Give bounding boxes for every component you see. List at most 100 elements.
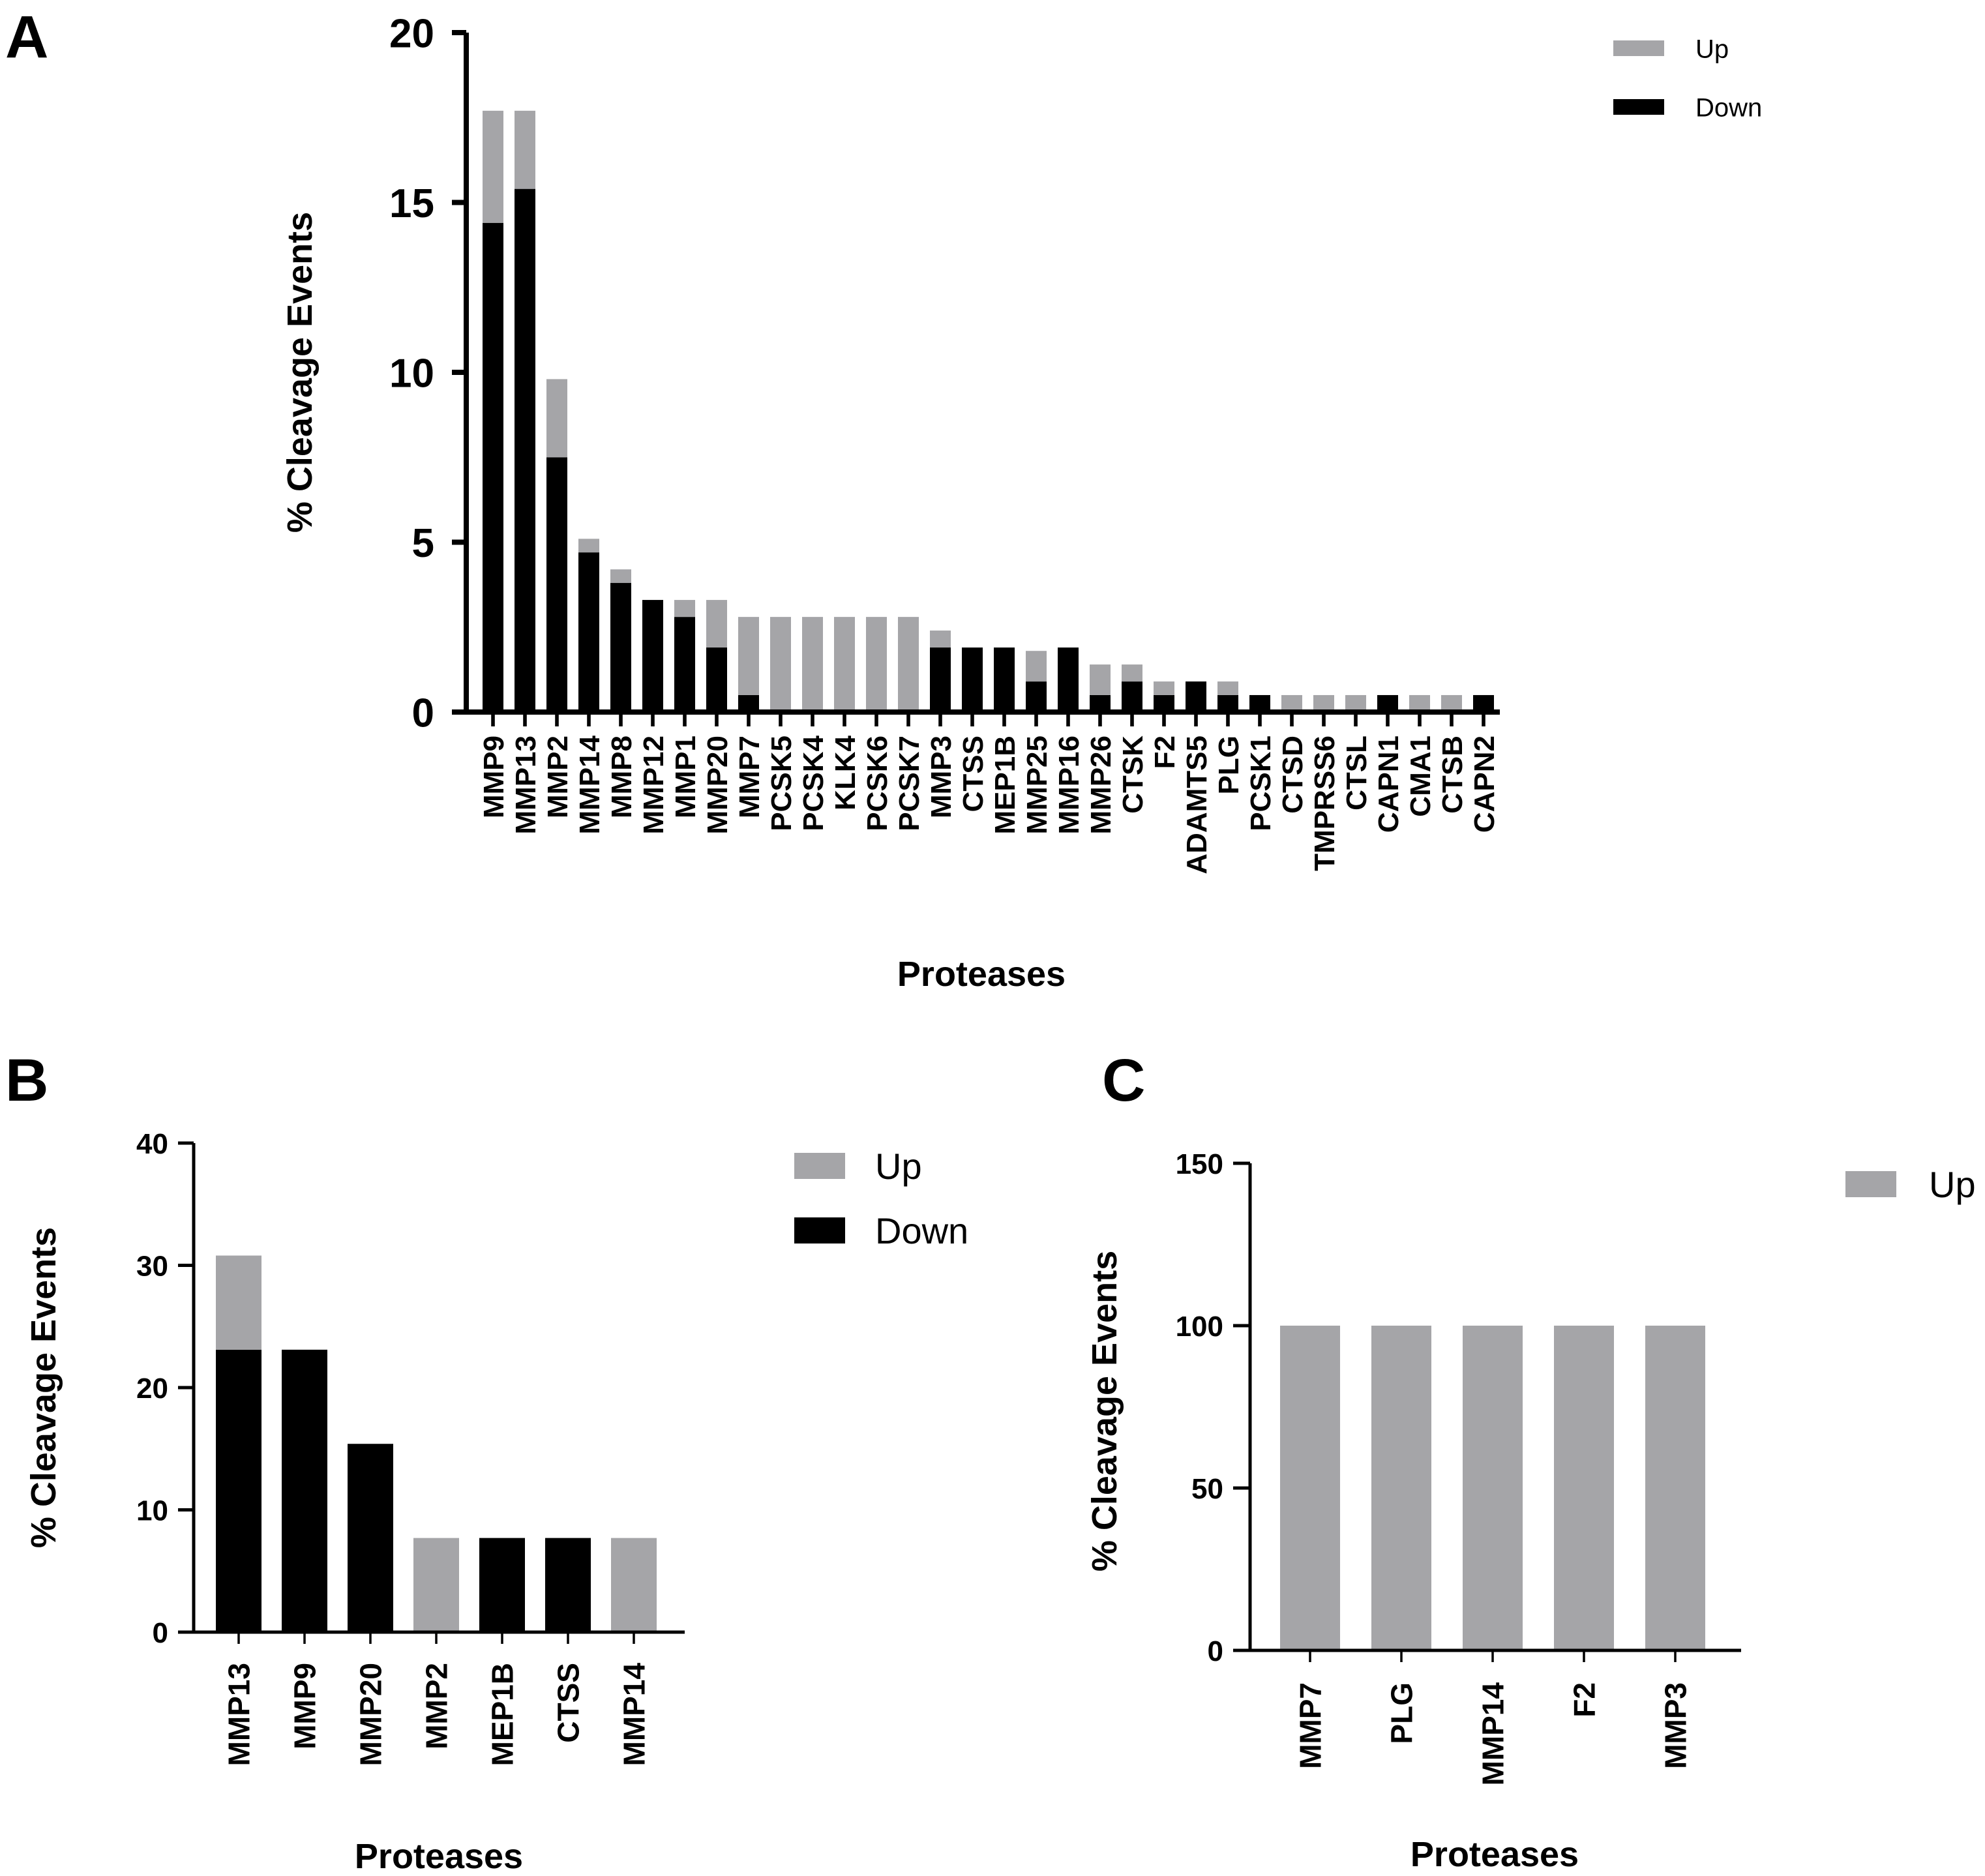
x-axis-title: Proteases (355, 1837, 523, 1876)
bar-up-pcsk5 (770, 617, 791, 712)
x-tick-label-plg: PLG (1213, 736, 1245, 794)
bar-down-capn2 (1473, 694, 1494, 712)
bar-down-mmp20 (348, 1444, 393, 1632)
y-tick-label-15: 15 (389, 181, 434, 226)
bar-down-capn1 (1377, 694, 1398, 712)
bar-down-mmp14 (578, 552, 599, 712)
bar-up-mmp14 (1463, 1326, 1523, 1650)
x-tick-label-pcsk1: PCSK1 (1245, 736, 1277, 831)
x-tick-label-mmp20: MMP20 (702, 736, 734, 835)
x-tick-label-capn1: CAPN1 (1373, 736, 1405, 833)
x-tick-label-klk4: KLK4 (829, 735, 861, 810)
x-tick-label-mmp9: MMP9 (288, 1663, 322, 1749)
x-tick-label-mmp14: MMP14 (1476, 1682, 1510, 1786)
x-tick-label-adamts5: ADAMTS5 (1181, 736, 1213, 874)
x-tick-label-mmp13: MMP13 (222, 1663, 256, 1766)
bar-down-mmp2 (546, 457, 567, 712)
panel-c-chart: C MMP7 PLG MMP14 F2 MMP3 0 50 100 150 % Cleavage E… (1085, 1047, 1976, 1874)
x-tick-label-mmp20: MMP20 (354, 1663, 388, 1766)
bar-up-mmp1 (674, 600, 695, 618)
panel-a-letter: A (5, 4, 48, 70)
x-tick-label-mmp8: MMP8 (606, 736, 638, 818)
x-tick-label-mep1b: MEP1B (486, 1663, 520, 1766)
bar-up-mmp13 (216, 1255, 261, 1350)
bar-up-mmp3 (1645, 1326, 1705, 1650)
x-tick-label-plg: PLG (1385, 1682, 1419, 1744)
bar-up-pcsk7 (898, 617, 919, 712)
x-tick-label-mmp3: MMP3 (1659, 1682, 1693, 1769)
x-tick-label-mmp1: MMP1 (670, 736, 702, 818)
bar-down-mmp13 (216, 1349, 261, 1632)
bar-up-mmp3 (930, 630, 951, 648)
panel-c-letter: C (1102, 1047, 1145, 1114)
x-tick-label-cma1: CMA1 (1405, 736, 1437, 817)
bar-down-mep1b (479, 1538, 525, 1632)
legend-label-down: Down (875, 1210, 968, 1251)
x-tick-label-capn2: CAPN2 (1469, 736, 1500, 833)
x-tick-label-tmprss6: TMPRSS6 (1309, 736, 1341, 871)
x-tick-label-ctss: CTSS (957, 736, 989, 812)
bar-down-ctss (962, 648, 983, 712)
legend-swatch-down (1613, 99, 1664, 115)
bar-down-pcsk1 (1249, 694, 1270, 712)
bar-down-mmp20 (706, 648, 727, 712)
y-tick-label-0: 0 (153, 1617, 168, 1649)
x-tick-label-pcsk5: PCSK5 (766, 736, 798, 831)
bar-down-mmp9 (483, 222, 503, 712)
bar-up-pcsk4 (802, 617, 823, 712)
bar-down-mmp13 (515, 188, 535, 712)
bar-down-ctss (545, 1538, 591, 1632)
panel-c-legend: Up (1845, 1164, 1976, 1205)
y-axis-title: % Cleavage Events (24, 1227, 63, 1548)
bar-up-mmp7 (738, 617, 759, 695)
x-tick-label-pcsk7: PCSK7 (893, 736, 925, 831)
legend-label-up: Up (1929, 1164, 1976, 1205)
y-tick-label-50: 50 (1191, 1473, 1223, 1505)
x-tick-label-mmp25: MMP25 (1021, 736, 1053, 835)
y-tick-label-0: 0 (412, 691, 434, 736)
bar-up-klk4 (834, 617, 855, 712)
bar-down-mmp12 (642, 600, 663, 712)
bar-down-mmp7 (738, 694, 759, 712)
bar-down-mmp26 (1090, 694, 1111, 712)
x-tick-label-mmp13: MMP13 (510, 736, 542, 835)
bar-up-mmp9 (483, 110, 503, 223)
bar-up-mmp2 (546, 379, 567, 458)
x-tick-label-ctsb: CTSB (1437, 736, 1469, 814)
legend-swatch-up (1845, 1171, 1896, 1197)
x-tick-label-mmp26: MMP26 (1085, 736, 1117, 835)
x-axis-title: Proteases (1410, 1835, 1579, 1874)
x-tick-label-pcsk6: PCSK6 (861, 736, 893, 831)
bar-down-plg (1217, 694, 1238, 712)
x-tick-label-mmp3: MMP3 (925, 736, 957, 818)
x-tick-label-pcsk4: PCSK4 (798, 735, 829, 831)
bar-up-plg (1217, 681, 1238, 695)
x-axis-title: Proteases (897, 955, 1066, 994)
legend-label-down: Down (1695, 93, 1762, 122)
x-tick-label-mmp14: MMP14 (618, 1663, 651, 1766)
x-tick-label-mmp7: MMP7 (734, 736, 766, 818)
x-tick-label-mmp16: MMP16 (1053, 736, 1085, 835)
bar-down-ctsk (1122, 681, 1142, 712)
y-tick-label-30: 30 (136, 1250, 168, 1282)
bar-up-mmp13 (515, 110, 535, 189)
y-tick-label-5: 5 (412, 521, 434, 566)
x-tick-label-ctsd: CTSD (1277, 736, 1309, 814)
x-tick-label-ctsl: CTSL (1341, 736, 1373, 811)
y-tick-label-10: 10 (136, 1495, 168, 1526)
y-tick-label-20: 20 (389, 11, 434, 56)
bar-up-cma1 (1409, 694, 1430, 712)
bar-up-mmp7 (1280, 1326, 1340, 1650)
bar-up-plg (1371, 1326, 1431, 1650)
bar-up-mmp25 (1026, 651, 1047, 682)
x-tick-label-mmp7: MMP7 (1294, 1682, 1328, 1769)
legend-label-up: Up (1695, 35, 1729, 63)
x-tick-label-mmp12: MMP12 (638, 736, 670, 835)
x-tick-label-mmp2: MMP2 (420, 1663, 454, 1749)
x-tick-label-f2: F2 (1149, 736, 1181, 769)
y-tick-label-20: 20 (136, 1373, 168, 1405)
bar-up-ctsb (1441, 694, 1462, 712)
bar-down-mmp16 (1058, 648, 1079, 712)
bar-down-mmp9 (282, 1349, 327, 1632)
